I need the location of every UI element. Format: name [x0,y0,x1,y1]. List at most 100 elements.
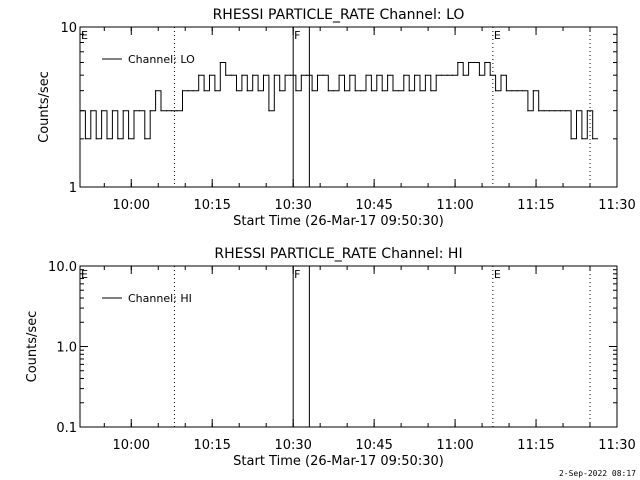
data-point [122,110,124,112]
data-point [538,110,540,112]
x-tick-label: 10:45 [355,438,392,453]
data-point [478,74,480,76]
data-point [192,90,194,92]
data-point [338,74,340,76]
x-tick-label: 10:45 [355,198,392,213]
data-point [527,110,529,112]
data-point [214,90,216,92]
data-point [403,74,405,76]
data-point [284,74,286,76]
plot-frame [79,265,618,428]
data-point [333,90,335,92]
data-point [592,138,594,140]
data-point [424,74,426,76]
data-point [365,74,367,76]
chart-panel-1: RHESSI PARTICLE_RATE Channel: LO 10:00 10:… [37,7,636,229]
data-point [570,138,572,140]
data-point [246,90,248,92]
data-point [262,74,265,76]
data-point [575,110,578,112]
x-tick-label: 10:30 [274,438,311,453]
data-point [117,138,119,140]
data-point [316,74,319,76]
y-tick-label: 0.1 [56,421,77,436]
y-tick-label: 10.0 [48,260,77,275]
data-point [543,110,545,112]
timestamp-footer: 2-Sep-2022 08:17 [558,469,636,478]
x-tick-label: 11:30 [598,198,635,213]
x-axis-label: Start Time (26-Mar-17 09:50:30) [233,214,444,229]
data-point [295,90,297,92]
data-point [225,74,227,76]
data-point [90,110,92,112]
chart-panel-2: RHESSI PARTICLE_RATE Channel: HI 10:00 10:… [25,246,636,469]
x-tick-label: 11:00 [436,198,473,213]
data-point [128,138,130,140]
data-point [171,110,173,112]
data-point [176,110,178,112]
annotation-label: F [294,29,300,42]
x-tick-label: 10:15 [193,198,230,213]
data-point [257,90,259,92]
data-point [489,74,491,76]
data-point [208,74,211,76]
data-point [252,74,254,76]
x-tick-label: 11:00 [436,438,473,453]
data-point [160,110,162,112]
data-point [408,90,410,92]
data-point [133,110,135,112]
x-tick-label: 10:15 [193,438,230,453]
data-point [473,61,475,64]
data-point [138,110,140,112]
data-point [468,61,470,64]
data-point [500,74,502,76]
data-point [111,110,113,112]
y-tick-label: 1 [69,181,77,196]
data-point [446,74,448,76]
data-point [273,74,275,76]
data-point [327,90,329,92]
data-point [300,74,302,76]
data-point [360,90,362,92]
legend: Channel: LO [102,53,195,66]
data-point [144,138,146,140]
data-point [522,90,524,92]
data-point [198,74,200,76]
data-point [181,90,184,92]
data-point [235,90,238,92]
data-point [203,90,205,92]
x-tick-label: 11:30 [598,438,635,453]
data-point [511,90,513,92]
data-point [187,90,189,92]
annotation-label: E [81,29,88,42]
data-point [559,110,561,112]
y-axis-label: Counts/sec [37,71,52,143]
data-point [306,74,308,76]
data-point [165,110,167,112]
data-point [106,138,108,140]
y-tick-label: 1.0 [56,341,77,356]
data-point [311,90,313,92]
data-point [451,74,453,76]
data-point [581,138,583,140]
data-point [101,110,103,112]
data-point [414,74,416,76]
data-point [289,74,292,76]
annotation-label: E [494,29,501,42]
data-point [435,74,437,76]
data-point [441,74,443,76]
data-point [532,90,534,92]
x-axis-label: Start Time (26-Mar-17 09:50:30) [233,454,444,469]
y-tick-label: 10 [60,21,77,36]
data-point [322,74,324,76]
data-point [230,74,232,76]
data-point [586,110,588,112]
data-point [149,110,151,112]
data-point [565,110,567,112]
data-point [155,90,157,92]
data-point [279,90,281,92]
data-point [505,90,507,92]
data-point [219,61,221,64]
y-axis-label: Counts/sec [25,311,40,383]
